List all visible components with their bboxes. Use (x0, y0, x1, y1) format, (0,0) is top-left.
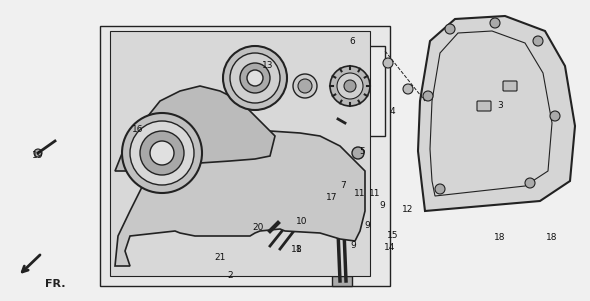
Circle shape (383, 58, 393, 68)
Text: 18: 18 (494, 232, 506, 241)
Text: 9: 9 (379, 200, 385, 209)
Text: 7: 7 (340, 181, 346, 190)
Circle shape (140, 131, 184, 175)
Circle shape (34, 149, 42, 157)
Text: 11: 11 (369, 188, 381, 197)
Polygon shape (418, 16, 575, 211)
Circle shape (298, 79, 312, 93)
Text: 15: 15 (387, 231, 399, 240)
Circle shape (533, 36, 543, 46)
Text: 5: 5 (359, 147, 365, 157)
Circle shape (293, 74, 317, 98)
Bar (332, 276, 352, 286)
Circle shape (550, 111, 560, 121)
Circle shape (445, 24, 455, 34)
Circle shape (223, 46, 287, 110)
Circle shape (423, 91, 433, 101)
Text: 9: 9 (364, 221, 370, 229)
Circle shape (344, 80, 356, 92)
Text: 17: 17 (326, 193, 337, 201)
Circle shape (337, 73, 363, 99)
Polygon shape (110, 31, 370, 276)
FancyBboxPatch shape (503, 81, 517, 91)
Text: 16: 16 (132, 126, 144, 135)
Text: 19: 19 (32, 150, 44, 160)
Text: 2: 2 (227, 271, 233, 280)
Circle shape (240, 63, 270, 93)
Text: 10: 10 (296, 218, 308, 226)
Text: 11: 11 (354, 188, 366, 197)
Text: 18: 18 (546, 232, 558, 241)
Text: 21: 21 (214, 253, 226, 262)
Circle shape (230, 53, 280, 103)
Text: 11: 11 (291, 246, 303, 255)
Polygon shape (100, 26, 390, 286)
Circle shape (330, 66, 370, 106)
Circle shape (130, 121, 194, 185)
FancyBboxPatch shape (477, 101, 491, 111)
Circle shape (490, 18, 500, 28)
Circle shape (352, 147, 364, 159)
Polygon shape (115, 131, 365, 266)
Circle shape (122, 113, 202, 193)
Text: 20: 20 (253, 224, 264, 232)
Text: 6: 6 (349, 38, 355, 46)
Text: 14: 14 (384, 244, 396, 253)
Text: 12: 12 (402, 206, 414, 215)
Text: FR.: FR. (45, 279, 65, 289)
Circle shape (247, 70, 263, 86)
Circle shape (150, 141, 174, 165)
Text: 9: 9 (350, 240, 356, 250)
Circle shape (525, 178, 535, 188)
Text: 8: 8 (295, 246, 301, 255)
Text: 13: 13 (262, 61, 274, 70)
Text: 4: 4 (389, 107, 395, 116)
Polygon shape (115, 86, 275, 171)
Text: 3: 3 (497, 101, 503, 110)
Circle shape (403, 84, 413, 94)
Bar (285, 46, 385, 136)
Circle shape (435, 184, 445, 194)
